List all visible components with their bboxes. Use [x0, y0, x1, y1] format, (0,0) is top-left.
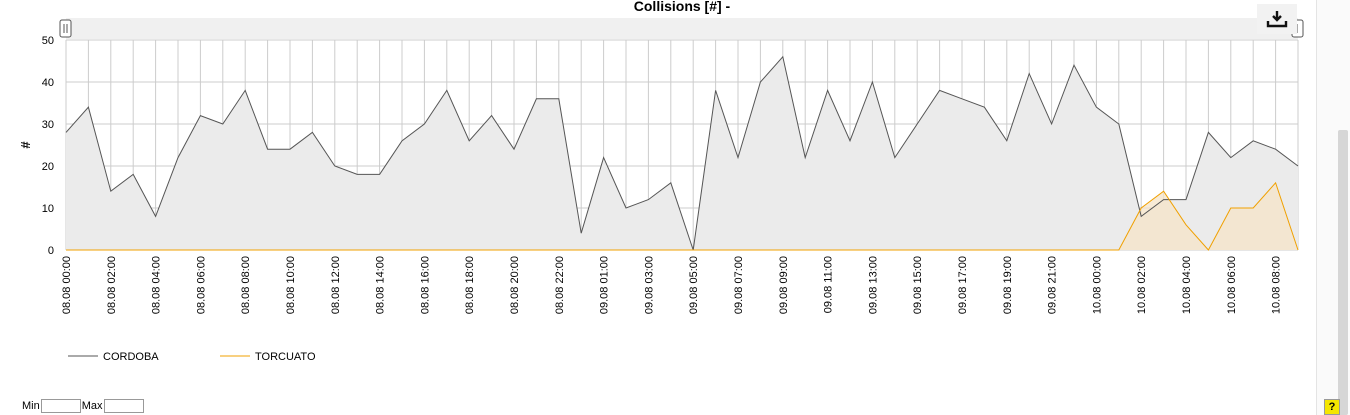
- x-tick-label: 08.08 08:00: [240, 256, 252, 314]
- x-tick-label: 10.08 06:00: [1226, 256, 1238, 314]
- x-tick-label: 10.08 02:00: [1136, 256, 1148, 314]
- series-area-cordoba: [66, 56, 1298, 250]
- x-tick-label: 08.08 00:00: [61, 256, 73, 314]
- legend-item-torcuato[interactable]: TORCUATO: [220, 351, 316, 363]
- x-tick-label: 08.08 06:00: [195, 256, 207, 314]
- scrollbar-thumb[interactable]: [1338, 130, 1348, 415]
- y-tick-label: 10: [42, 203, 54, 215]
- x-tick-label: 08.08 22:00: [554, 256, 566, 314]
- y-tick-label: 40: [42, 77, 54, 89]
- download-button[interactable]: [1257, 4, 1297, 34]
- range-handle-left[interactable]: [59, 19, 72, 38]
- x-tick-label: 10.08 00:00: [1091, 256, 1103, 314]
- max-input[interactable]: [103, 399, 144, 413]
- x-tick-label: 09.08 19:00: [1002, 256, 1014, 314]
- legend-label-cordoba: CORDOBA: [103, 351, 159, 363]
- x-tick-label: 10.08 04:00: [1181, 256, 1193, 314]
- x-tick-label: 09.08 11:00: [823, 256, 835, 313]
- legend-label-torcuato: TORCUATO: [255, 351, 316, 363]
- range-navigator-band[interactable]: [66, 18, 1298, 39]
- legend-item-cordoba[interactable]: CORDOBA: [68, 351, 159, 363]
- x-tick-label: 08.08 18:00: [464, 256, 476, 314]
- legend: CORDOBA TORCUATO: [68, 351, 316, 363]
- x-tick-label: 08.08 02:00: [106, 256, 118, 314]
- x-tick-label: 08.08 20:00: [509, 256, 521, 314]
- y-tick-label: 0: [48, 245, 54, 257]
- x-tick-label: 09.08 09:00: [778, 256, 790, 314]
- max-label: Max: [81, 400, 103, 412]
- x-tick-label: 09.08 21:00: [1047, 256, 1059, 314]
- series-line-torcuato[interactable]: [66, 181, 1299, 251]
- x-tick-label: 08.08 10:00: [285, 256, 297, 314]
- y-tick-label: 30: [42, 119, 54, 131]
- x-tick-label: 09.08 13:00: [867, 256, 879, 314]
- min-input[interactable]: [40, 399, 81, 413]
- help-button[interactable]: ?: [1324, 399, 1340, 415]
- series-line-cordoba[interactable]: [65, 55, 1299, 251]
- x-tick-label: 09.08 15:00: [912, 256, 924, 314]
- chart-title: Collisions [#] -: [634, 0, 731, 14]
- x-tick-label: 09.08 07:00: [733, 256, 745, 314]
- x-tick-label: 09.08 05:00: [688, 256, 700, 314]
- x-tick-label: 09.08 01:00: [599, 256, 611, 314]
- x-tick-label: 10.08 08:00: [1271, 256, 1283, 314]
- x-tick-label: 08.08 14:00: [375, 256, 387, 314]
- x-tick-label: 08.08 04:00: [151, 256, 163, 314]
- y-tick-label: 50: [42, 35, 54, 47]
- range-filter: Min Max: [22, 399, 145, 413]
- y-axis-label: #: [18, 141, 33, 149]
- series-area-torcuato: [66, 182, 1298, 250]
- x-tick-label: 09.08 17:00: [957, 256, 969, 314]
- min-label: Min: [22, 400, 40, 412]
- x-tick-label: 09.08 03:00: [643, 256, 655, 314]
- x-tick-label: 08.08 16:00: [419, 256, 431, 314]
- download-icon: [1266, 11, 1288, 28]
- y-tick-label: 20: [42, 161, 54, 173]
- x-tick-label: 08.08 12:00: [330, 256, 342, 314]
